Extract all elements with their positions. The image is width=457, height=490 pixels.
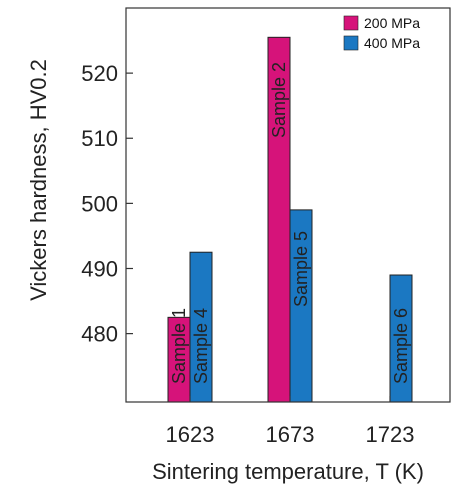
x-axis: 1623 1673 1723: [166, 396, 415, 447]
y-tick-label: 500: [81, 191, 118, 216]
bar-data-label: Sample 6: [391, 308, 411, 384]
y-tick-label: 520: [81, 61, 118, 86]
plot-area: Sample 1 Sample 2 Sample 4 Sample 5 Sample 6: [167, 36, 413, 403]
y-axis: 480 490 500 510 520: [81, 61, 133, 347]
x-tick-label: 1673: [266, 422, 315, 447]
x-axis-title: Sintering temperature, T (K): [152, 459, 424, 484]
x-tick-label: 1623: [166, 422, 215, 447]
legend-label: 400 MPa: [364, 35, 420, 51]
legend-swatch: [343, 35, 359, 51]
legend: 200 MPa 400 MPa: [343, 15, 420, 51]
plot-frame: [125, 7, 451, 403]
x-tick-label: 1723: [366, 422, 415, 447]
legend-swatch: [343, 15, 359, 31]
y-tick-label: 510: [81, 126, 118, 151]
bar-data-label: Sample 2: [269, 62, 289, 138]
bar-data-label: Sample 4: [191, 308, 211, 384]
y-tick-label: 490: [81, 256, 118, 281]
bar-data-label: Sample 1: [169, 308, 189, 384]
y-axis-title: Vickers hardness, HV0.2: [26, 59, 51, 301]
legend-label: 200 MPa: [364, 15, 420, 31]
y-tick-label: 480: [81, 322, 118, 347]
bar-data-label: Sample 5: [291, 231, 311, 307]
